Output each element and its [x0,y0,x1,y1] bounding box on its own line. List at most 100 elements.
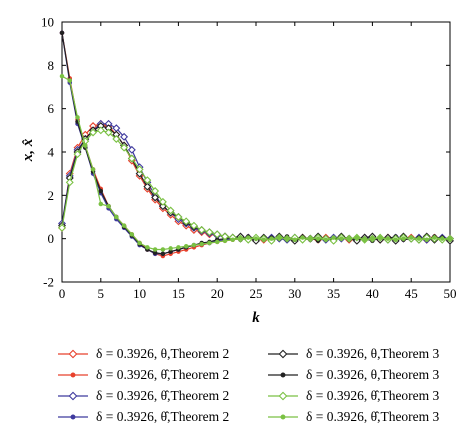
data-point [370,236,375,241]
data-point [439,236,445,241]
legend-swatch [58,349,88,359]
data-point [120,143,129,152]
data-point [329,236,338,245]
data-point [114,214,119,220]
data-point [222,238,228,244]
data-point [166,206,175,215]
data-point [160,247,166,252]
data-point [261,237,267,243]
x-tick-label: 10 [133,286,146,301]
data-point [176,245,181,250]
legend-label: δ = 0.3926, θ,Theorem 3 [306,346,440,361]
legend-label: δ = 0.3926, θ,Theorem 3 [306,367,440,382]
legend-swatch [58,414,88,420]
legend-swatch [268,349,298,359]
data-point [151,193,160,202]
data-point [174,213,183,221]
data-point [120,132,129,141]
data-point [67,78,73,83]
data-point [432,235,437,240]
x-tick-label: 30 [288,286,301,301]
data-point [59,73,65,79]
data-point [106,203,111,209]
chart: 0 5 10 15 20 25 30 35 40 45 50 -2 0 2 4 6 8 10 k x, x̂ [20,15,457,327]
x-axis-label: k [252,310,260,326]
data-point [152,247,158,252]
data-point [214,239,220,245]
data-point [89,128,98,137]
legend-swatch [268,391,298,401]
data-point [253,236,259,241]
data-point [424,237,429,243]
data-point [238,236,243,241]
data-point [143,182,152,191]
data-point [151,187,160,195]
legend-label: δ = 0.3926, θ̂,Theorem 3 [306,409,440,424]
plot-axes: 0 5 10 15 20 25 30 35 40 45 50 -2 0 2 4 6 8 10 [41,15,457,302]
data-point [83,143,88,148]
data-point [199,241,204,247]
data-point [127,145,136,154]
legend-swatch [268,372,298,378]
data-point [121,223,127,228]
y-tick-label: 2 [48,188,55,203]
x-tick-label: 50 [444,286,457,301]
data-point [278,391,288,401]
data-point [58,223,66,232]
x-tick-label: 45 [405,286,418,301]
series-1 [59,30,453,259]
legend-label: δ = 0.3926, θ̂,Theorem 2 [96,409,230,424]
data-point [183,243,189,249]
data-point [158,197,167,206]
y-tick-label: 0 [48,231,55,246]
data-point [160,251,166,257]
data-point [73,150,82,159]
data-point [70,372,76,378]
data-point [143,176,152,185]
series-7 [59,73,453,252]
data-point [213,230,222,239]
data-point [362,237,367,243]
data-point [300,235,305,240]
legend-swatch [58,391,88,401]
data-point [269,236,274,241]
legend-label: δ = 0.3926, θ̂,Theorem 3 [306,388,440,403]
data-point [416,236,422,241]
data-point [59,30,65,36]
data-point [230,237,235,243]
data-point [377,235,383,240]
data-point [292,237,298,243]
data-point [207,240,212,246]
y-tick-label: 10 [41,15,54,30]
y-tick-label: -2 [43,275,54,290]
data-point [280,372,286,378]
data-point [401,236,406,241]
data-point [182,217,191,226]
data-point [127,154,136,163]
data-point [96,126,105,135]
data-point [346,236,352,241]
plot-series [58,30,454,259]
data-point [284,236,290,241]
data-point [70,414,76,420]
data-point [65,178,74,187]
data-point [278,349,288,359]
x-tick-label: 0 [59,286,66,301]
data-point [112,135,121,143]
x-tick-label: 40 [366,286,379,301]
data-point [68,349,78,359]
data-point [315,236,321,241]
legend-label: δ = 0.3926, θ,Theorem 2 [96,346,230,361]
data-point [308,236,313,241]
data-point [447,236,453,241]
x-tick-label: 15 [172,286,185,301]
y-tick-label: 4 [48,145,55,160]
x-tick-label: 35 [327,286,340,301]
data-point [98,188,104,194]
data-point [98,201,104,207]
series-3 [59,30,453,257]
data-point [331,235,336,240]
data-point [245,235,251,240]
legend-label: δ = 0.3926, θ̂,Theorem 2 [96,367,230,382]
data-point [104,128,113,137]
